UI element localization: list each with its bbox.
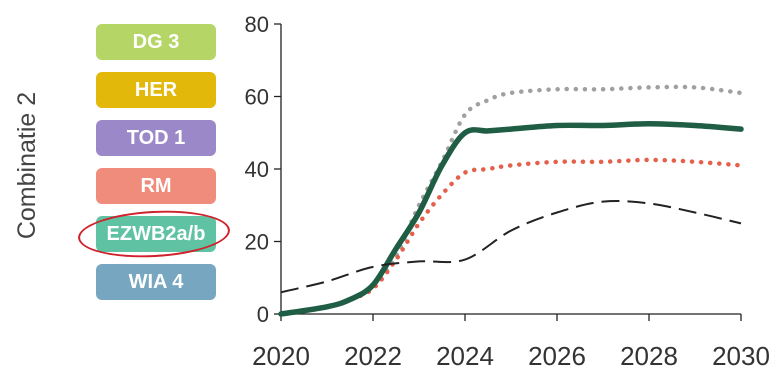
y-tick-label: 20 [245,230,269,255]
y-tick-label: 80 [245,12,269,37]
x-tick-label: 2024 [436,341,494,370]
series-green-solid-line [278,120,744,317]
x-tick-label: 2020 [252,341,310,370]
legend-box-tod1: TOD 1 [96,120,216,156]
legend-label: TOD 1 [126,126,186,149]
legend-box-her: HER [96,72,216,108]
legend-label: HER [134,78,178,101]
x-tick-label: 2022 [344,341,402,370]
x-tick-label: 2030 [712,341,770,370]
series-orange-dotted-line [278,157,744,317]
legend-label: WIA 4 [128,270,184,293]
legend-label: EZWB2a/b [106,222,206,245]
y-tick-label: 60 [245,85,269,110]
legend-box-dg3: DG 3 [96,24,216,60]
x-tick-label: 2026 [528,341,586,370]
series-black-dashed-line [280,199,742,294]
legend-box-rm: RM [96,168,216,204]
legend-box-ezwb2ab: EZWB2a/b [96,216,216,252]
series-gray-dotted-line [278,84,744,317]
y-tick-label: 40 [245,157,269,182]
y-tick-label: 0 [257,302,269,327]
legend-label: DG 3 [132,30,180,53]
x-tick-label: 2028 [620,341,678,370]
legend-box-wia4: WIA 4 [96,264,216,300]
legend-label: RM [140,174,172,197]
